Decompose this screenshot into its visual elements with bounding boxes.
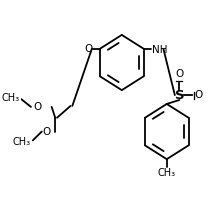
Text: O: O: [33, 102, 41, 112]
Text: NH: NH: [152, 45, 167, 55]
Text: CH₃: CH₃: [158, 168, 176, 178]
Text: CH₃: CH₃: [13, 137, 31, 147]
Text: O: O: [175, 69, 184, 79]
Text: O: O: [195, 90, 203, 100]
Text: CH₃: CH₃: [1, 93, 19, 103]
Text: O: O: [42, 127, 50, 137]
Text: O: O: [85, 44, 93, 54]
Text: S: S: [175, 89, 184, 102]
